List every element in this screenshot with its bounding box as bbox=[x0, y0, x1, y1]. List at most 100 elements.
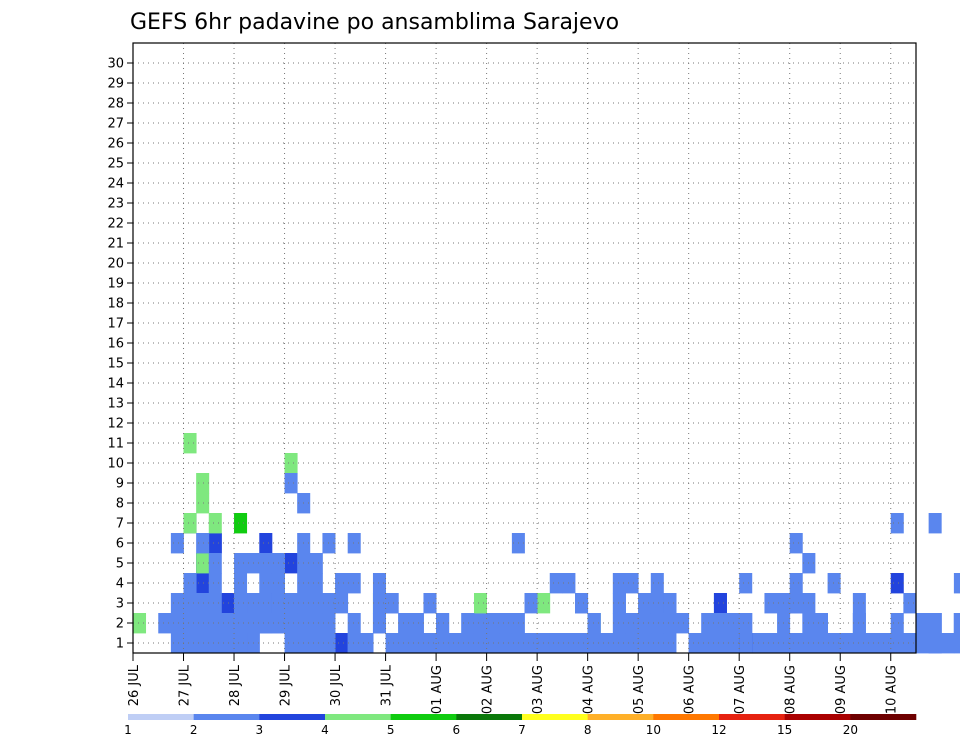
x-tick-label: 06 AUG bbox=[683, 665, 698, 714]
colorbar-label: 20 bbox=[843, 723, 858, 737]
colorbar-label: 7 bbox=[518, 723, 526, 737]
heatmap-cell bbox=[625, 633, 639, 654]
colorbar-swatch bbox=[587, 714, 654, 720]
heatmap-cell bbox=[713, 633, 727, 654]
heatmap-cell bbox=[941, 633, 955, 654]
heatmap-cell bbox=[385, 633, 399, 654]
heatmap-cell bbox=[890, 613, 904, 634]
heatmap-cell bbox=[398, 633, 412, 654]
colorbar-label: 10 bbox=[646, 723, 661, 737]
x-tick-label: 09 AUG bbox=[834, 665, 849, 714]
heatmap-cell bbox=[814, 633, 828, 654]
heatmap-cell bbox=[461, 633, 475, 654]
colorbar-swatch bbox=[128, 714, 194, 720]
cells-layer bbox=[133, 433, 960, 654]
y-tick-label: 27 bbox=[107, 117, 124, 132]
heatmap-cell bbox=[284, 473, 298, 494]
heatmap-cell bbox=[612, 573, 626, 594]
heatmap-cell bbox=[234, 513, 248, 534]
heatmap-cell bbox=[335, 633, 349, 654]
y-tick-label: 23 bbox=[107, 197, 124, 212]
heatmap-cell bbox=[764, 593, 778, 614]
heatmap-cell bbox=[196, 493, 210, 514]
colorbar-swatch bbox=[390, 714, 457, 720]
y-tick-label: 16 bbox=[107, 337, 124, 352]
heatmap-cell bbox=[234, 573, 248, 594]
heatmap-cell bbox=[183, 513, 197, 534]
heatmap-cell bbox=[890, 633, 904, 654]
heatmap-cell bbox=[309, 613, 323, 634]
y-tick-label: 25 bbox=[107, 157, 124, 172]
heatmap-cell bbox=[612, 593, 626, 614]
heatmap-cell bbox=[663, 613, 677, 634]
y-tick-label: 7 bbox=[116, 517, 124, 532]
y-tick-label: 24 bbox=[107, 177, 124, 192]
heatmap-cell bbox=[499, 633, 513, 654]
x-tick-label: 02 AUG bbox=[481, 665, 496, 714]
colorbar-label: 2 bbox=[190, 723, 198, 737]
heatmap-cell bbox=[638, 593, 652, 614]
heatmap-cell bbox=[196, 533, 210, 554]
heatmap-cell bbox=[335, 593, 349, 614]
heatmap-cell bbox=[878, 633, 892, 654]
heatmap-cell bbox=[284, 453, 298, 474]
x-tick-label: 27 JUL bbox=[178, 664, 193, 706]
heatmap-cell bbox=[739, 613, 753, 634]
heatmap-cell bbox=[587, 613, 601, 634]
heatmap-cell bbox=[347, 633, 361, 654]
heatmap-cell bbox=[739, 573, 753, 594]
y-tick-label: 19 bbox=[107, 277, 124, 292]
heatmap-cell bbox=[347, 613, 361, 634]
y-tick-label: 22 bbox=[107, 217, 124, 232]
y-tick-label: 26 bbox=[107, 137, 124, 152]
x-tick-label: 07 AUG bbox=[733, 665, 748, 714]
heatmap-cell bbox=[650, 593, 664, 614]
heatmap-cell bbox=[789, 633, 803, 654]
colorbar-label: 3 bbox=[256, 723, 264, 737]
heatmap-cell bbox=[650, 573, 664, 594]
heatmap-cell bbox=[234, 633, 248, 654]
heatmap-cell bbox=[638, 633, 652, 654]
y-tick-label: 10 bbox=[107, 457, 124, 472]
heatmap-cell bbox=[827, 573, 841, 594]
heatmap-cell bbox=[676, 613, 690, 634]
heatmap-cell bbox=[600, 633, 614, 654]
heatmap-cell bbox=[208, 513, 222, 534]
x-tick-label: 29 JUL bbox=[279, 664, 294, 706]
y-tick-label: 14 bbox=[107, 377, 124, 392]
heatmap-cell bbox=[196, 473, 210, 494]
heatmap-cell bbox=[473, 633, 488, 654]
heatmap-cell bbox=[436, 613, 450, 634]
heatmap-cell bbox=[890, 573, 904, 594]
x-tick-label: 05 AUG bbox=[632, 665, 647, 714]
plot-frame bbox=[132, 42, 917, 654]
heatmap-cell bbox=[827, 633, 841, 654]
heatmap-cell bbox=[385, 593, 399, 614]
heatmap-cell bbox=[360, 633, 374, 654]
y-tick-label: 9 bbox=[116, 477, 124, 492]
heatmap-cell bbox=[852, 593, 866, 614]
heatmap-cell bbox=[713, 613, 727, 634]
colorbar-swatch bbox=[522, 714, 588, 720]
x-tick-label: 08 AUG bbox=[784, 665, 799, 714]
heatmap-cell bbox=[347, 573, 361, 594]
heatmap-cell bbox=[549, 573, 563, 594]
heatmap-cell bbox=[347, 533, 361, 554]
heatmap-cell bbox=[903, 633, 917, 654]
x-tick-label: 03 AUG bbox=[531, 665, 546, 714]
heatmap-cell bbox=[625, 613, 639, 634]
heatmap-cell bbox=[953, 613, 960, 634]
heatmap-cell bbox=[903, 593, 917, 614]
heatmap-cell bbox=[739, 633, 753, 654]
heatmap-cell bbox=[398, 613, 412, 634]
heatmap-cell bbox=[814, 613, 828, 634]
heatmap-cell bbox=[473, 613, 488, 634]
heatmap-cell bbox=[524, 593, 538, 614]
heatmap-cell bbox=[259, 573, 273, 594]
colorbar-swatch bbox=[259, 714, 326, 720]
heatmap-cell bbox=[183, 433, 197, 454]
heatmap-cell bbox=[335, 573, 349, 594]
heatmap-cell bbox=[448, 633, 462, 654]
heatmap-cell bbox=[170, 633, 184, 654]
heatmap-cell bbox=[575, 633, 589, 654]
